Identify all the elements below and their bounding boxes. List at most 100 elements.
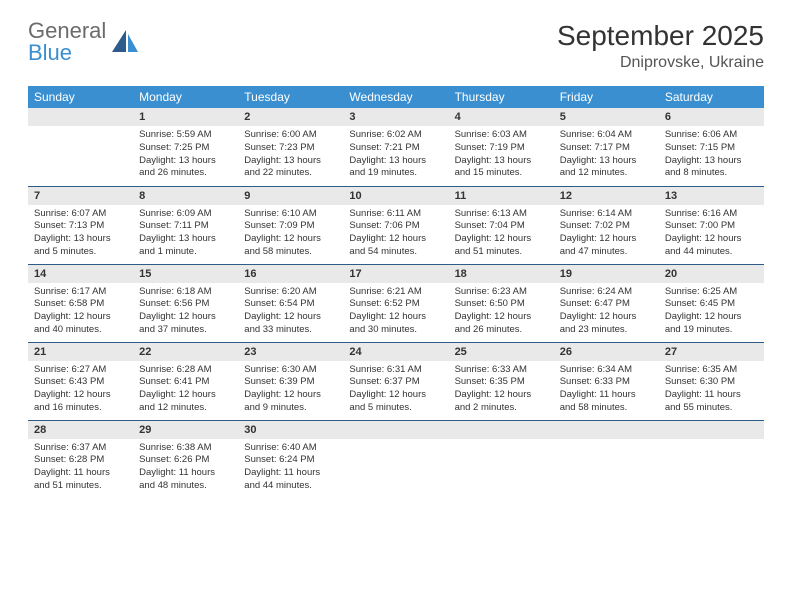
- day-details: Sunrise: 6:18 AMSunset: 6:56 PMDaylight:…: [133, 283, 238, 341]
- day-number: [554, 421, 659, 439]
- day-number: 19: [554, 265, 659, 283]
- weekday-header: Sunday: [28, 86, 133, 108]
- day-details: Sunrise: 6:27 AMSunset: 6:43 PMDaylight:…: [28, 361, 133, 419]
- calendar-cell: 20Sunrise: 6:25 AMSunset: 6:45 PMDayligh…: [659, 264, 764, 342]
- day-number: [449, 421, 554, 439]
- calendar-cell: 17Sunrise: 6:21 AMSunset: 6:52 PMDayligh…: [343, 264, 448, 342]
- calendar-cell: 19Sunrise: 6:24 AMSunset: 6:47 PMDayligh…: [554, 264, 659, 342]
- calendar-cell: [343, 420, 448, 498]
- calendar-cell: 23Sunrise: 6:30 AMSunset: 6:39 PMDayligh…: [238, 342, 343, 420]
- day-details: Sunrise: 6:31 AMSunset: 6:37 PMDaylight:…: [343, 361, 448, 419]
- day-number: 29: [133, 421, 238, 439]
- day-details: Sunrise: 6:10 AMSunset: 7:09 PMDaylight:…: [238, 205, 343, 263]
- day-details: Sunrise: 6:34 AMSunset: 6:33 PMDaylight:…: [554, 361, 659, 419]
- day-details: Sunrise: 6:20 AMSunset: 6:54 PMDaylight:…: [238, 283, 343, 341]
- day-details: Sunrise: 6:40 AMSunset: 6:24 PMDaylight:…: [238, 439, 343, 497]
- day-number: 8: [133, 187, 238, 205]
- calendar-cell: 3Sunrise: 6:02 AMSunset: 7:21 PMDaylight…: [343, 108, 448, 186]
- day-details: Sunrise: 6:28 AMSunset: 6:41 PMDaylight:…: [133, 361, 238, 419]
- logo: General Blue: [28, 20, 140, 64]
- day-details: Sunrise: 6:37 AMSunset: 6:28 PMDaylight:…: [28, 439, 133, 497]
- day-details: Sunrise: 6:03 AMSunset: 7:19 PMDaylight:…: [449, 126, 554, 184]
- calendar-cell: 25Sunrise: 6:33 AMSunset: 6:35 PMDayligh…: [449, 342, 554, 420]
- day-number: 26: [554, 343, 659, 361]
- calendar-table: Sunday Monday Tuesday Wednesday Thursday…: [28, 86, 764, 498]
- calendar-cell: 18Sunrise: 6:23 AMSunset: 6:50 PMDayligh…: [449, 264, 554, 342]
- day-details: Sunrise: 6:02 AMSunset: 7:21 PMDaylight:…: [343, 126, 448, 184]
- day-number: 16: [238, 265, 343, 283]
- calendar-page: General Blue September 2025 Dniprovske, …: [0, 0, 792, 518]
- calendar-cell: 21Sunrise: 6:27 AMSunset: 6:43 PMDayligh…: [28, 342, 133, 420]
- day-details: Sunrise: 6:25 AMSunset: 6:45 PMDaylight:…: [659, 283, 764, 341]
- calendar-cell: [28, 108, 133, 186]
- day-number: [343, 421, 448, 439]
- calendar-body: 1Sunrise: 5:59 AMSunset: 7:25 PMDaylight…: [28, 108, 764, 498]
- day-number: 11: [449, 187, 554, 205]
- calendar-cell: 22Sunrise: 6:28 AMSunset: 6:41 PMDayligh…: [133, 342, 238, 420]
- calendar-cell: 13Sunrise: 6:16 AMSunset: 7:00 PMDayligh…: [659, 186, 764, 264]
- weekday-header: Saturday: [659, 86, 764, 108]
- calendar-cell: 4Sunrise: 6:03 AMSunset: 7:19 PMDaylight…: [449, 108, 554, 186]
- day-details: Sunrise: 5:59 AMSunset: 7:25 PMDaylight:…: [133, 126, 238, 184]
- calendar-row: 21Sunrise: 6:27 AMSunset: 6:43 PMDayligh…: [28, 342, 764, 420]
- day-number: 22: [133, 343, 238, 361]
- day-details: Sunrise: 6:17 AMSunset: 6:58 PMDaylight:…: [28, 283, 133, 341]
- day-number: 3: [343, 108, 448, 126]
- calendar-cell: 9Sunrise: 6:10 AMSunset: 7:09 PMDaylight…: [238, 186, 343, 264]
- day-details: Sunrise: 6:09 AMSunset: 7:11 PMDaylight:…: [133, 205, 238, 263]
- day-details: Sunrise: 6:14 AMSunset: 7:02 PMDaylight:…: [554, 205, 659, 263]
- day-number: 17: [343, 265, 448, 283]
- day-number: 20: [659, 265, 764, 283]
- calendar-cell: 14Sunrise: 6:17 AMSunset: 6:58 PMDayligh…: [28, 264, 133, 342]
- weekday-header: Tuesday: [238, 86, 343, 108]
- day-details: Sunrise: 6:04 AMSunset: 7:17 PMDaylight:…: [554, 126, 659, 184]
- weekday-header: Wednesday: [343, 86, 448, 108]
- day-number: [28, 108, 133, 126]
- location-label: Dniprovske, Ukraine: [557, 54, 764, 72]
- day-details: Sunrise: 6:23 AMSunset: 6:50 PMDaylight:…: [449, 283, 554, 341]
- calendar-cell: [554, 420, 659, 498]
- weekday-header: Monday: [133, 86, 238, 108]
- weekday-header-row: Sunday Monday Tuesday Wednesday Thursday…: [28, 86, 764, 108]
- calendar-cell: 16Sunrise: 6:20 AMSunset: 6:54 PMDayligh…: [238, 264, 343, 342]
- day-details: Sunrise: 6:35 AMSunset: 6:30 PMDaylight:…: [659, 361, 764, 419]
- day-number: 7: [28, 187, 133, 205]
- day-number: 13: [659, 187, 764, 205]
- day-details: Sunrise: 6:13 AMSunset: 7:04 PMDaylight:…: [449, 205, 554, 263]
- day-number: 21: [28, 343, 133, 361]
- calendar-cell: 10Sunrise: 6:11 AMSunset: 7:06 PMDayligh…: [343, 186, 448, 264]
- calendar-cell: 12Sunrise: 6:14 AMSunset: 7:02 PMDayligh…: [554, 186, 659, 264]
- calendar-cell: [659, 420, 764, 498]
- day-number: 30: [238, 421, 343, 439]
- calendar-row: 14Sunrise: 6:17 AMSunset: 6:58 PMDayligh…: [28, 264, 764, 342]
- day-number: 1: [133, 108, 238, 126]
- weekday-header: Friday: [554, 86, 659, 108]
- calendar-cell: [449, 420, 554, 498]
- title-block: September 2025 Dniprovske, Ukraine: [557, 20, 764, 72]
- day-number: 5: [554, 108, 659, 126]
- day-details: Sunrise: 6:00 AMSunset: 7:23 PMDaylight:…: [238, 126, 343, 184]
- day-number: 6: [659, 108, 764, 126]
- day-number: 9: [238, 187, 343, 205]
- day-number: 2: [238, 108, 343, 126]
- day-details: Sunrise: 6:38 AMSunset: 6:26 PMDaylight:…: [133, 439, 238, 497]
- calendar-cell: 1Sunrise: 5:59 AMSunset: 7:25 PMDaylight…: [133, 108, 238, 186]
- calendar-row: 28Sunrise: 6:37 AMSunset: 6:28 PMDayligh…: [28, 420, 764, 498]
- page-title: September 2025: [557, 20, 764, 52]
- day-details: Sunrise: 6:07 AMSunset: 7:13 PMDaylight:…: [28, 205, 133, 263]
- calendar-cell: 5Sunrise: 6:04 AMSunset: 7:17 PMDaylight…: [554, 108, 659, 186]
- calendar-cell: 2Sunrise: 6:00 AMSunset: 7:23 PMDaylight…: [238, 108, 343, 186]
- day-details: Sunrise: 6:16 AMSunset: 7:00 PMDaylight:…: [659, 205, 764, 263]
- calendar-cell: 29Sunrise: 6:38 AMSunset: 6:26 PMDayligh…: [133, 420, 238, 498]
- day-number: 24: [343, 343, 448, 361]
- day-number: 14: [28, 265, 133, 283]
- day-number: 18: [449, 265, 554, 283]
- header: General Blue September 2025 Dniprovske, …: [28, 20, 764, 72]
- day-details: Sunrise: 6:11 AMSunset: 7:06 PMDaylight:…: [343, 205, 448, 263]
- day-number: 12: [554, 187, 659, 205]
- calendar-cell: 27Sunrise: 6:35 AMSunset: 6:30 PMDayligh…: [659, 342, 764, 420]
- day-number: 4: [449, 108, 554, 126]
- calendar-row: 1Sunrise: 5:59 AMSunset: 7:25 PMDaylight…: [28, 108, 764, 186]
- day-details: Sunrise: 6:30 AMSunset: 6:39 PMDaylight:…: [238, 361, 343, 419]
- day-number: 23: [238, 343, 343, 361]
